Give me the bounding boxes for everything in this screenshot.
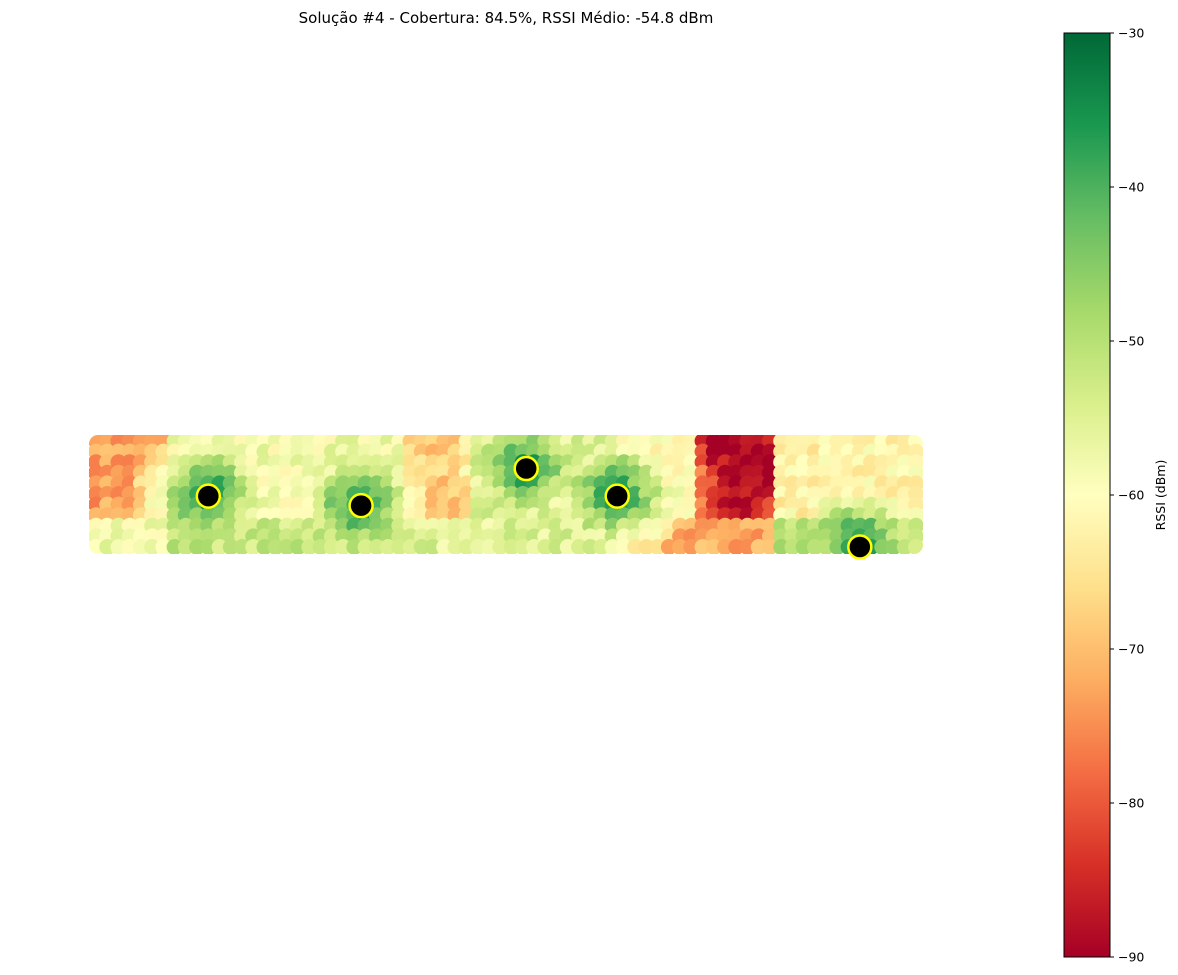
rssi-sample-point (582, 539, 599, 554)
rssi-sample-point (380, 539, 397, 554)
rssi-sample-point (447, 539, 464, 554)
colorbar-label: RSSI (dBm) (1153, 460, 1168, 531)
rssi-sample-point (649, 539, 666, 554)
rssi-sample-point (200, 539, 217, 554)
rssi-sample-point (89, 539, 104, 554)
access-point-marker (513, 455, 539, 482)
rssi-sample-point (627, 539, 644, 554)
rssi-sample-point (469, 539, 486, 554)
rssi-sample-point (672, 539, 689, 554)
chart-title: Solução #4 - Cobertura: 84.5%, RSSI Médi… (299, 9, 714, 27)
access-points (195, 455, 873, 560)
colorbar-tick-label: −50 (1118, 334, 1144, 349)
colorbar-tick-label: −40 (1118, 180, 1144, 195)
rssi-sample-point (144, 539, 161, 554)
rssi-sample-point (548, 539, 565, 554)
rssi-sample-point (278, 539, 295, 554)
rssi-sample-point (773, 539, 790, 554)
rssi-sample-point (761, 539, 778, 554)
colorbar-scale (1063, 32, 1111, 958)
rssi-sample-point (256, 539, 273, 554)
colorbar-tick-label: −30 (1118, 26, 1144, 41)
rssi-sample-point (323, 539, 340, 554)
rssi-sample-point (132, 539, 149, 554)
colorbar-tick-label: −80 (1118, 796, 1144, 811)
rssi-sample-point (784, 539, 801, 554)
rssi-sample-point (739, 539, 756, 554)
rssi-sample-point (413, 539, 430, 554)
rssi-sample-point (818, 539, 835, 554)
rssi-sample-point (110, 539, 127, 554)
rssi-sample-point (717, 539, 734, 554)
rssi-sample-point (593, 539, 610, 554)
rssi-sample-point (424, 539, 441, 554)
colorbar-tick-label: −70 (1118, 642, 1144, 657)
rssi-sample-point (660, 539, 677, 554)
rssi-sample-point (795, 539, 812, 554)
rssi-sample-point (705, 539, 722, 554)
rssi-sample-point (896, 539, 913, 554)
rssi-sample-point (155, 539, 172, 554)
rssi-sample-point (829, 539, 846, 554)
rssi-sample-point (638, 539, 655, 554)
rssi-sample-point (357, 539, 374, 554)
rssi-sample-point (885, 539, 902, 554)
rssi-sample-point (481, 539, 498, 554)
colorbar-tick-label: −90 (1118, 950, 1144, 965)
rssi-sample-point (571, 539, 588, 554)
rssi-sample-point (346, 539, 363, 554)
rssi-sample-point (526, 539, 543, 554)
rssi-sample-point (99, 539, 116, 554)
rssi-sample-point (458, 539, 475, 554)
colorbar-tick-label: −60 (1118, 488, 1144, 503)
rssi-sample-point (559, 539, 576, 554)
rssi-sample-point (267, 539, 284, 554)
rssi-sample-point (222, 539, 239, 554)
rssi-sample-point (177, 539, 194, 554)
access-point-marker (604, 483, 630, 509)
rssi-sample-point (368, 539, 385, 554)
rssi-sample-point (301, 539, 318, 554)
rssi-sample-point (312, 539, 329, 554)
rssi-sample-point (335, 539, 352, 554)
rssi-sample-point (290, 539, 307, 554)
access-point-marker (195, 483, 222, 509)
rssi-sample-point (436, 539, 453, 554)
rssi-sample-point (391, 539, 408, 554)
colorbar: −30 −40 −50 −60 −70 −80 −90 RSSI (dBm) (1063, 26, 1168, 965)
rssi-sample-point (728, 539, 745, 554)
access-point-marker (348, 492, 374, 519)
access-point-marker (847, 534, 873, 560)
rssi-sample-point (503, 539, 520, 554)
rssi-sample-point (245, 539, 262, 554)
rssi-sample-point (189, 539, 206, 554)
rssi-sample-point (514, 539, 531, 554)
rssi-sample-point (166, 539, 183, 554)
rssi-sample-point (604, 539, 621, 554)
rssi-sample-point (908, 539, 923, 554)
rssi-sample-point (694, 539, 711, 554)
rssi-sample-point (683, 539, 700, 554)
rssi-sample-point (402, 539, 419, 554)
rssi-sample-point (874, 539, 891, 554)
rssi-sample-point (211, 539, 228, 554)
rssi-sample-point (615, 539, 632, 554)
rssi-sample-point (806, 539, 823, 554)
rssi-sample-point (537, 539, 554, 554)
rssi-sample-point (492, 539, 509, 554)
rssi-sample-point (750, 539, 767, 554)
rssi-sample-point (234, 539, 251, 554)
rssi-sample-point (121, 539, 138, 554)
colorbar-ticks: −30 −40 −50 −60 −70 −80 −90 (1110, 26, 1144, 965)
